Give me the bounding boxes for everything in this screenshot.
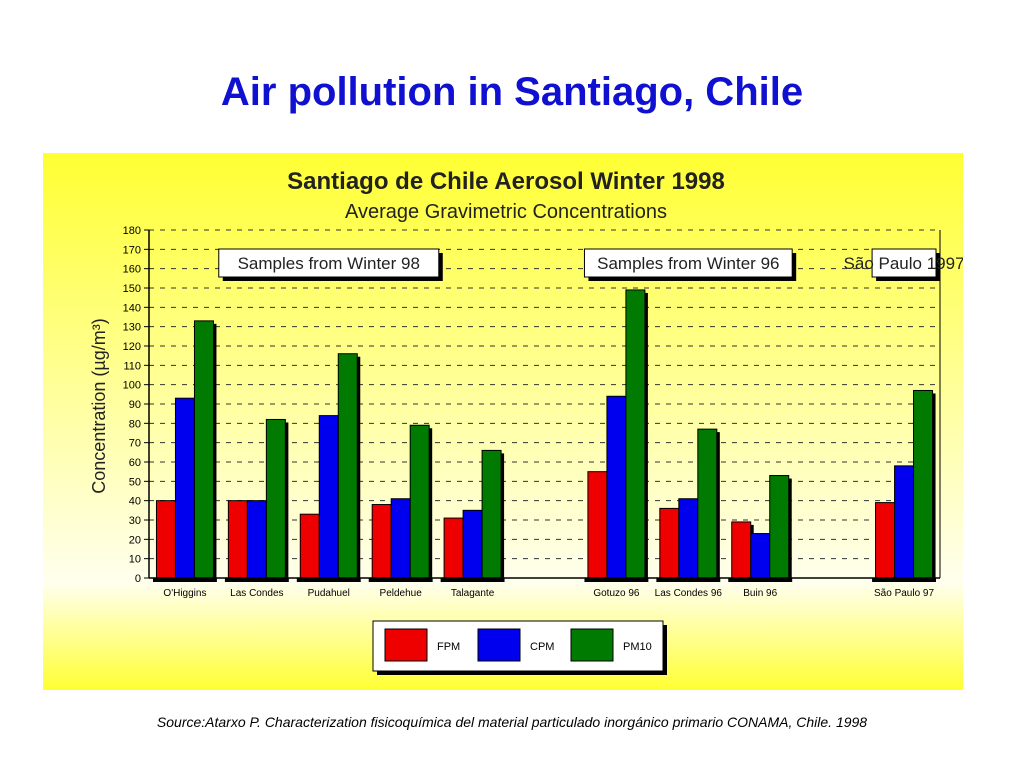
y-tick-label: 10	[129, 554, 141, 566]
y-tick-label: 50	[129, 476, 141, 488]
y-tick-label: 110	[123, 360, 141, 372]
annotations: Samples from Winter 98 Samples from Winte…	[218, 248, 963, 281]
bar-fpm	[227, 500, 248, 579]
y-tick-label: 120	[123, 341, 141, 353]
bar-pm10	[409, 424, 430, 579]
y-tick-label: 60	[129, 457, 141, 469]
legend-label: PM10	[623, 641, 652, 653]
bar-pm10	[193, 320, 214, 579]
y-tick-label: 180	[123, 225, 141, 237]
bar-fpm	[587, 471, 608, 579]
bar-fpm	[299, 513, 320, 579]
y-tick-label: 170	[123, 244, 141, 256]
bar-pm10	[913, 389, 934, 579]
bar-cpm	[318, 415, 339, 579]
y-tick-label: 160	[123, 264, 141, 276]
annotation-box	[871, 248, 937, 278]
bars	[153, 289, 936, 582]
legend-label: FPM	[437, 641, 460, 653]
legend: FPM CPM PM10	[372, 620, 667, 675]
legend-swatch-cpm	[477, 628, 521, 662]
source-note: Source:Atarxo P. Characterization fisico…	[156, 714, 868, 730]
annotation-box	[218, 248, 440, 278]
y-tick-label: 0	[135, 573, 141, 585]
x-tick-label: Peldehue	[380, 588, 423, 599]
bar-chart: Santiago de Chile Aerosol Winter 1998 Av…	[43, 153, 963, 690]
bar-cpm	[750, 533, 771, 579]
y-tick-label: 150	[123, 283, 141, 295]
chart-title: Santiago de Chile Aerosol Winter 1998	[287, 168, 725, 195]
bar-cpm	[462, 509, 483, 579]
bar-fpm	[443, 517, 464, 579]
x-tick-label: O'Higgins	[163, 588, 206, 599]
bar-pm10	[337, 353, 358, 579]
x-tick-label: Las Condes 96	[655, 588, 723, 599]
y-tick-label: 20	[129, 534, 141, 546]
y-axis-label: Concentration (µg/m³)	[89, 318, 109, 493]
legend-swatch-fpm	[384, 628, 428, 662]
bar-cpm	[894, 465, 915, 579]
bar-cpm	[390, 498, 411, 579]
x-tick-label: Las Condes	[230, 588, 283, 599]
bar-fpm	[875, 502, 896, 579]
y-tick-label: 100	[123, 380, 141, 392]
chart-area: Santiago de Chile Aerosol Winter 1998 Av…	[43, 153, 963, 690]
bar-fpm	[371, 504, 392, 579]
y-tick-label: 30	[129, 515, 141, 527]
legend-swatch-pm10	[570, 628, 614, 662]
bar-cpm	[606, 395, 627, 579]
bar-pm10	[697, 428, 718, 579]
y-tick-label: 80	[129, 418, 141, 430]
x-tick-label: Buin 96	[743, 588, 777, 599]
y-tick-label: 90	[129, 399, 141, 411]
bar-cpm	[246, 500, 267, 579]
bar-pm10	[265, 418, 286, 579]
x-tick-label: São Paulo 97	[874, 588, 934, 599]
bar-pm10	[769, 475, 790, 579]
chart-subtitle: Average Gravimetric Concentrations	[345, 201, 667, 223]
y-tick-label: 130	[123, 322, 141, 334]
bar-cpm	[174, 397, 195, 579]
annotation-label: Samples from Winter 96	[597, 254, 779, 273]
annotation-label: Samples from Winter 98	[238, 254, 420, 273]
bar-pm10	[625, 289, 646, 579]
annotation-label: São Paulo 1997	[844, 254, 963, 273]
annotation-box	[583, 248, 793, 278]
x-tick-label: Pudahuel	[308, 588, 350, 599]
bar-fpm	[731, 521, 752, 579]
bar-cpm	[678, 498, 699, 579]
bar-fpm	[659, 507, 680, 579]
y-tick-label: 40	[129, 496, 141, 508]
legend-label: CPM	[530, 641, 554, 653]
x-tick-label: Talagante	[451, 588, 495, 599]
y-tick-label: 140	[123, 302, 141, 314]
axes: 0 10 20 30 40 50 60 70 80 90 100 110 120 130 140 150 160…	[123, 225, 941, 599]
bar-pm10	[481, 449, 502, 579]
x-tick-label: Gotuzo 96	[593, 588, 640, 599]
y-tick-label: 70	[129, 438, 141, 450]
bar-fpm	[155, 500, 176, 579]
slide-title: Air pollution in Santiago, Chile	[220, 70, 804, 114]
